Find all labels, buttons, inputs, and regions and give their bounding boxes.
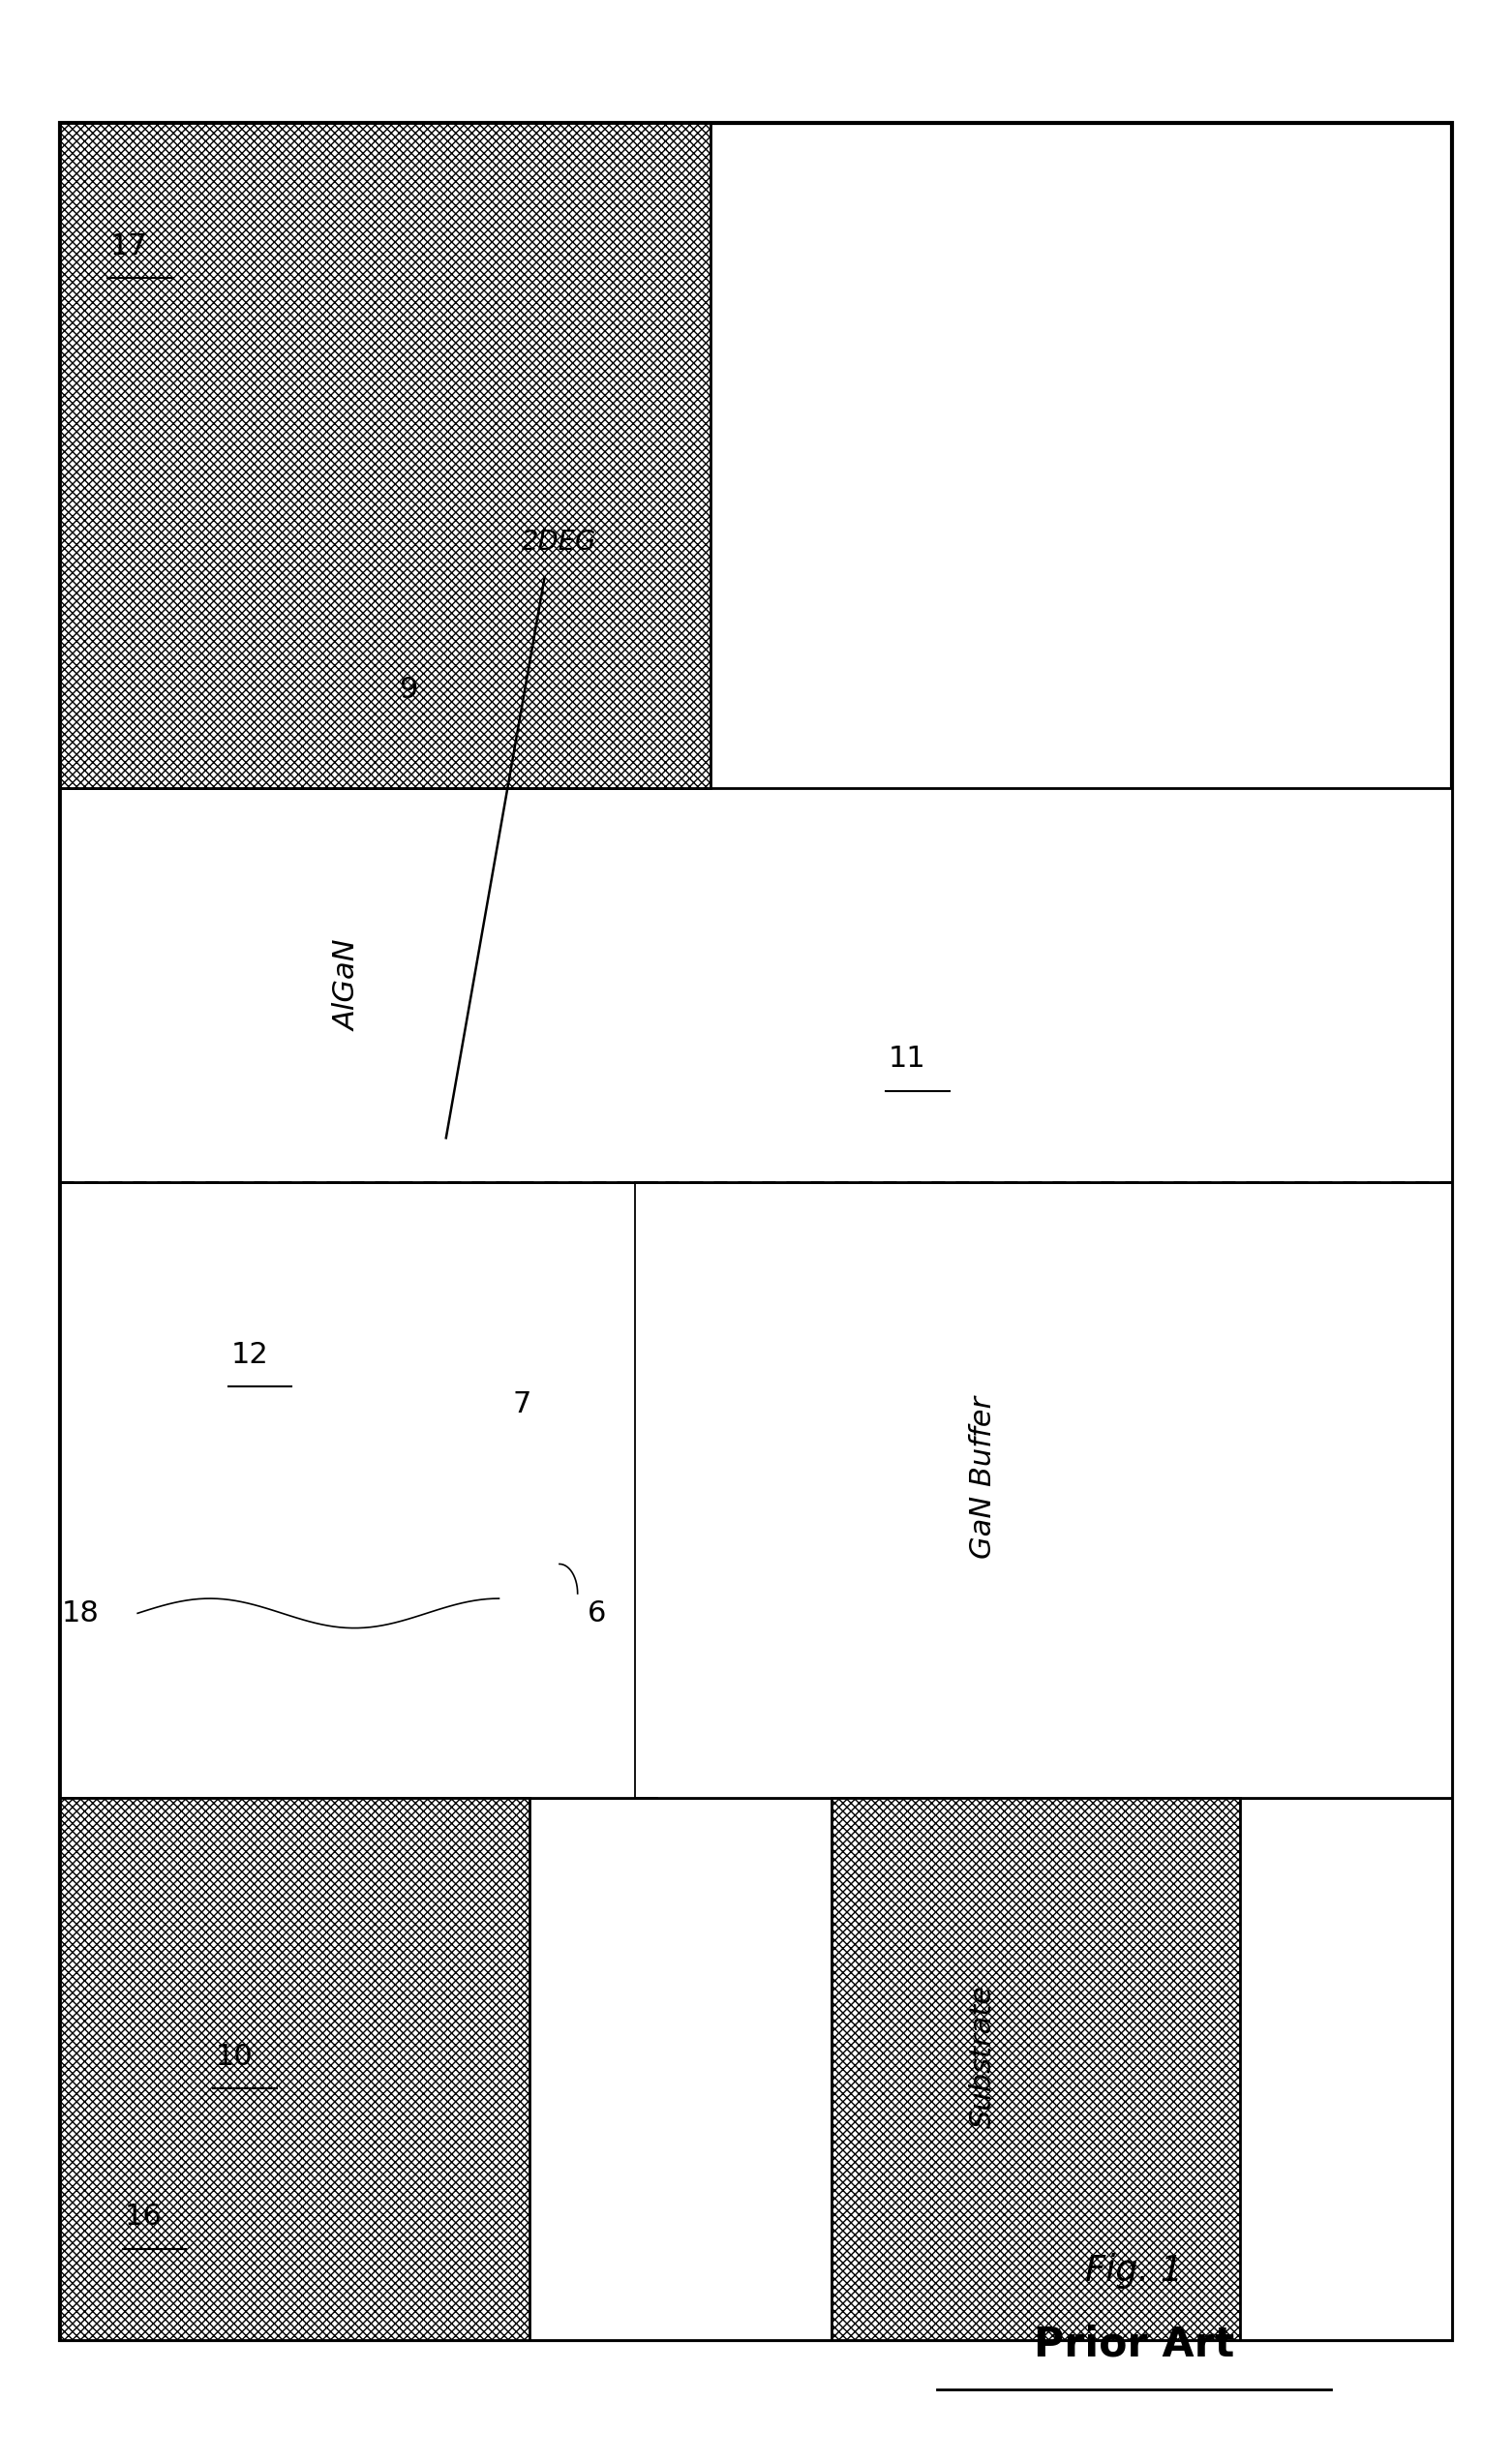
Text: GaN Buffer: GaN Buffer	[969, 1397, 996, 1559]
Text: 7: 7	[513, 1389, 531, 1419]
Text: 12: 12	[231, 1340, 268, 1369]
Bar	[60, 1182, 1452, 1798]
Text: AlGaN: AlGaN	[334, 938, 361, 1032]
Text: 6: 6	[588, 1598, 606, 1628]
Text: Substrate: Substrate	[969, 1985, 996, 2128]
Text: 16: 16	[125, 2202, 162, 2231]
Bar	[832, 1798, 1240, 2340]
Text: 11: 11	[889, 1044, 925, 1074]
Text: Prior Art: Prior Art	[1034, 2325, 1234, 2364]
Bar	[60, 1798, 1452, 2340]
Text: 2DEG: 2DEG	[522, 527, 597, 557]
Bar	[60, 123, 1452, 2340]
Bar	[60, 1798, 529, 2340]
Text: 9: 9	[399, 675, 417, 704]
Text: Fig. 1: Fig. 1	[1086, 2254, 1182, 2288]
Bar	[60, 123, 711, 788]
Bar	[60, 788, 1452, 1182]
Text: 17: 17	[110, 232, 147, 261]
Text: 10: 10	[216, 2042, 253, 2071]
Text: 18: 18	[62, 1598, 98, 1628]
